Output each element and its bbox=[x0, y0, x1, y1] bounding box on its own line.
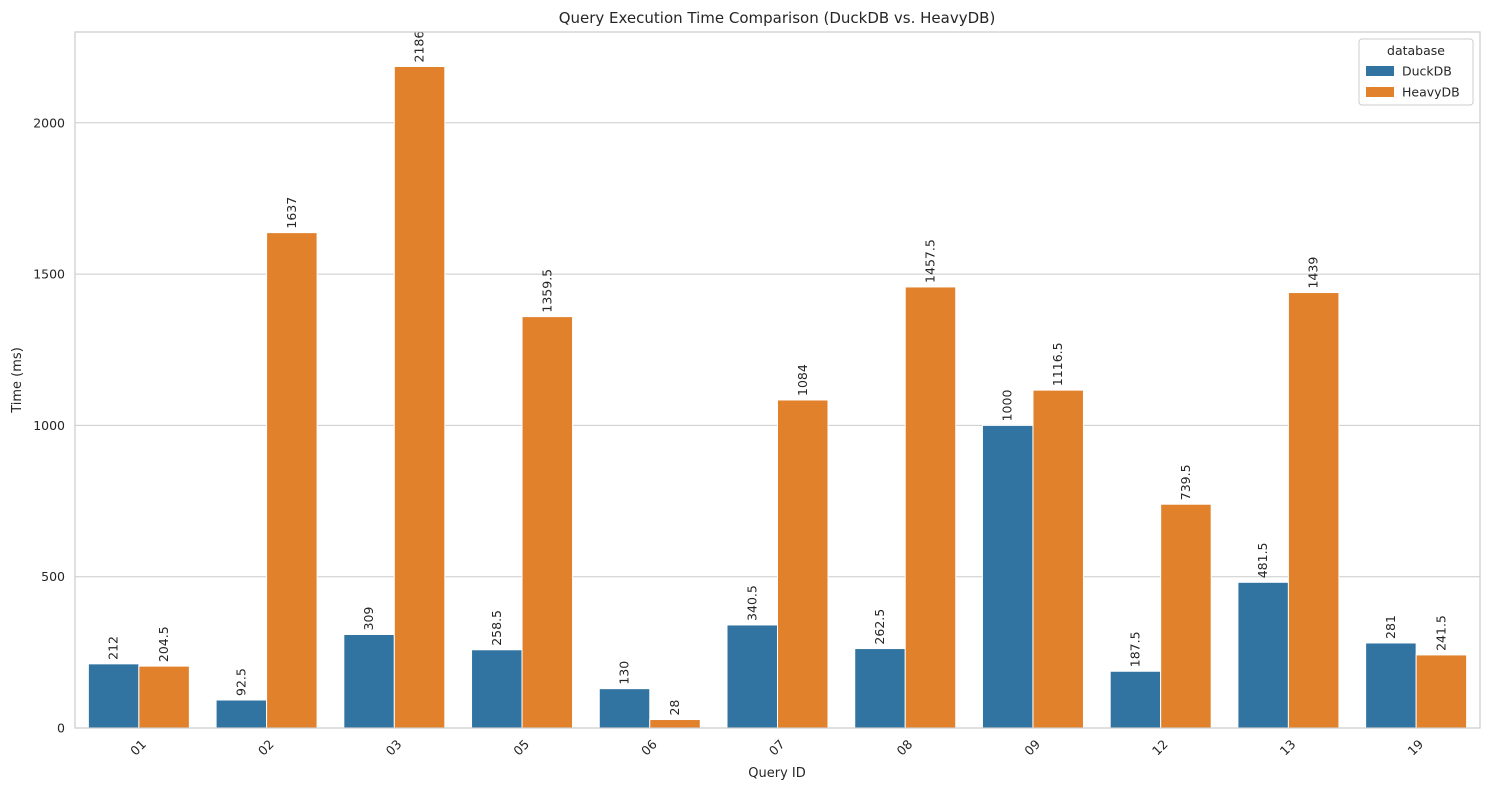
x-tick-label: 19 bbox=[1404, 736, 1426, 758]
bar-heavydb-09 bbox=[1032, 389, 1084, 729]
legend: database DuckDB HeavyDB bbox=[1358, 38, 1474, 106]
x-tick-label: 09 bbox=[1021, 736, 1043, 758]
legend-swatch-duckdb bbox=[1366, 66, 1394, 76]
bar-duckdb-05 bbox=[471, 649, 523, 729]
bar-value-label: 2186 bbox=[412, 31, 427, 63]
bar-value-label: 340.5 bbox=[744, 585, 759, 621]
bar-heavydb-05 bbox=[521, 316, 574, 729]
bar-value-label: 739.5 bbox=[1178, 464, 1193, 500]
bar-heavydb-01 bbox=[138, 665, 190, 729]
bar-duckdb-08 bbox=[854, 648, 906, 729]
bar-heavydb-06 bbox=[649, 719, 701, 729]
y-axis-ticks: 0 500 1000 1500 2000 bbox=[33, 115, 65, 735]
bar-duckdb-12 bbox=[1109, 670, 1162, 729]
bar-value-label: 212 bbox=[106, 636, 121, 660]
bar-value-label: 187.5 bbox=[1127, 631, 1142, 667]
legend-title: database bbox=[1387, 43, 1445, 58]
bar-heavydb-02 bbox=[266, 232, 318, 729]
bar-heavydb-13 bbox=[1287, 292, 1340, 729]
bar-heavydb-19 bbox=[1415, 654, 1468, 729]
chart-title: Query Execution Time Comparison (DuckDB … bbox=[559, 9, 996, 27]
bar-duckdb-06 bbox=[598, 688, 651, 729]
x-tick-label: 12 bbox=[1149, 737, 1171, 759]
bar-duckdb-01 bbox=[87, 663, 140, 729]
y-tick-label: 0 bbox=[57, 721, 65, 736]
y-tick-label: 2000 bbox=[33, 115, 65, 130]
bar-heavydb-12 bbox=[1160, 503, 1212, 729]
bar-value-label: 28 bbox=[667, 700, 682, 716]
bar-duckdb-07 bbox=[726, 624, 778, 729]
y-tick-label: 1000 bbox=[33, 418, 65, 433]
bar-value-label: 1457.5 bbox=[922, 239, 937, 283]
bar-labels: 212 92.5 309 258.5 130 340.5 262.5 1000 187.5 481… bbox=[106, 31, 1449, 716]
x-axis-ticks: 01 02 03 05 06 07 08 09 12 13 19 bbox=[127, 736, 1426, 758]
bars bbox=[87, 65, 1468, 729]
bar-value-label: 481.5 bbox=[1255, 542, 1270, 578]
y-tick-label: 1500 bbox=[33, 267, 65, 282]
bar-duckdb-02 bbox=[215, 699, 268, 729]
plot-frame bbox=[74, 31, 1481, 729]
bar-value-label: 258.5 bbox=[489, 610, 504, 646]
x-tick-label: 06 bbox=[638, 736, 660, 758]
bar-heavydb-03 bbox=[393, 65, 446, 729]
bar-value-label: 262.5 bbox=[872, 609, 887, 645]
bar-value-label: 1359.5 bbox=[539, 269, 554, 313]
bar-duckdb-13 bbox=[1237, 581, 1289, 729]
bar-heavydb-07 bbox=[777, 399, 829, 729]
y-tick-label: 500 bbox=[41, 569, 65, 584]
bar-duckdb-09 bbox=[981, 424, 1034, 729]
legend-entry-duckdb: DuckDB bbox=[1402, 64, 1452, 79]
bar-value-label: 309 bbox=[361, 607, 376, 631]
y-axis-label: Time (ms) bbox=[10, 347, 25, 414]
x-tick-label: 03 bbox=[383, 737, 405, 759]
x-axis-label: Query ID bbox=[748, 766, 805, 781]
bar-value-label: 1637 bbox=[284, 197, 299, 229]
bar-value-label: 1116.5 bbox=[1050, 342, 1065, 386]
bar-value-label: 1439 bbox=[1306, 257, 1321, 289]
bar-duckdb-03 bbox=[343, 633, 395, 729]
bar-value-label: 204.5 bbox=[156, 626, 171, 662]
x-tick-label: 01 bbox=[127, 737, 149, 759]
bar-value-label: 1000 bbox=[1000, 390, 1015, 422]
bar-value-label: 241.5 bbox=[1433, 615, 1448, 651]
legend-entry-heavydb: HeavyDB bbox=[1402, 85, 1460, 100]
x-tick-label: 08 bbox=[893, 736, 915, 758]
bar-value-label: 281 bbox=[1383, 615, 1398, 639]
x-tick-label: 07 bbox=[766, 737, 788, 759]
legend-swatch-heavydb bbox=[1366, 87, 1394, 97]
bar-value-label: 92.5 bbox=[233, 668, 248, 696]
bar-value-label: 1084 bbox=[795, 364, 810, 396]
x-tick-label: 05 bbox=[510, 737, 532, 759]
x-tick-label: 13 bbox=[1277, 737, 1299, 759]
bar-value-label: 130 bbox=[617, 661, 632, 685]
bar-duckdb-19 bbox=[1365, 642, 1417, 729]
x-tick-label: 02 bbox=[255, 737, 277, 759]
bar-heavydb-08 bbox=[904, 286, 957, 729]
